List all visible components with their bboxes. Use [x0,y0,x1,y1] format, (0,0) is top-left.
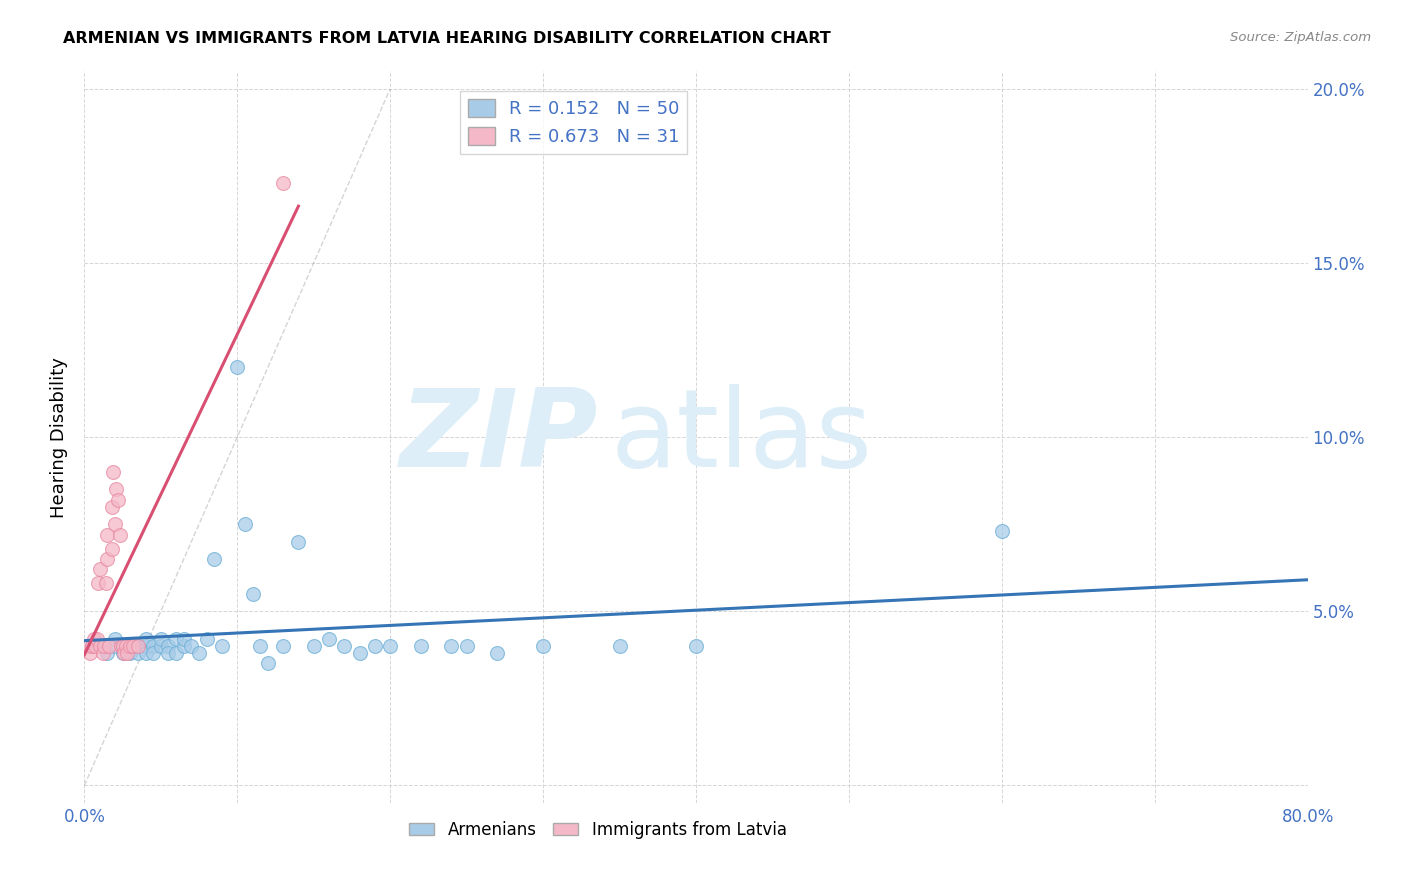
Point [120,639,142,653]
Point [86,632,108,646]
Point [440,639,463,653]
Point [302,639,325,653]
Point [142,639,165,653]
Point [157,646,180,660]
Point [531,639,554,653]
Point [157,639,180,653]
Point [94,576,117,591]
Point [226,360,249,375]
Legend: Armenians, Immigrants from Latvia: Armenians, Immigrants from Latvia [402,814,793,846]
Point [135,639,157,653]
Point [87,576,110,591]
Point [96,527,118,541]
Point [104,639,127,653]
Point [180,639,202,653]
Point [84,639,107,653]
Point [77,639,100,653]
Y-axis label: Hearing Disability: Hearing Disability [51,357,69,517]
Point [96,646,118,660]
Point [89,639,111,653]
Point [127,646,149,660]
Point [142,646,165,660]
Point [287,534,309,549]
Point [114,639,136,653]
Point [120,639,142,653]
Text: atlas: atlas [610,384,872,490]
Point [111,639,134,653]
Point [333,639,356,653]
Point [271,639,294,653]
Point [103,465,125,479]
Point [96,552,118,566]
Point [242,587,264,601]
Point [127,639,149,653]
Point [165,632,187,646]
Point [80,639,103,653]
Point [101,500,124,514]
Point [112,646,135,660]
Point [115,646,138,660]
Point [257,657,280,671]
Point [110,639,132,653]
Point [380,639,402,653]
Point [97,639,120,653]
Point [135,632,157,646]
Point [202,552,225,566]
Point [104,632,127,646]
Point [105,483,128,497]
Point [127,639,149,653]
Point [173,639,195,653]
Point [364,639,387,653]
Point [111,646,134,660]
Point [195,632,218,646]
Point [165,646,187,660]
Text: ZIP: ZIP [399,384,598,490]
Point [122,639,145,653]
Point [89,639,111,653]
Point [349,646,371,660]
Point [89,562,111,576]
Point [91,646,114,660]
Text: Source: ZipAtlas.com: Source: ZipAtlas.com [1230,31,1371,45]
Point [991,524,1014,538]
Point [409,639,432,653]
Point [188,646,211,660]
Point [211,639,233,653]
Point [233,517,256,532]
Point [107,492,129,507]
Point [318,632,340,646]
Point [101,541,124,556]
Point [111,639,134,653]
Point [685,639,707,653]
Point [271,176,294,190]
Point [83,632,105,646]
Point [104,517,127,532]
Point [173,632,195,646]
Point [486,646,509,660]
Point [456,639,478,653]
Point [609,639,631,653]
Point [149,632,172,646]
Text: ARMENIAN VS IMMIGRANTS FROM LATVIA HEARING DISABILITY CORRELATION CHART: ARMENIAN VS IMMIGRANTS FROM LATVIA HEARI… [63,31,831,46]
Point [120,646,142,660]
Point [79,646,101,660]
Point [80,639,103,653]
Point [249,639,271,653]
Point [108,527,131,541]
Point [149,639,172,653]
Point [135,646,157,660]
Point [93,639,115,653]
